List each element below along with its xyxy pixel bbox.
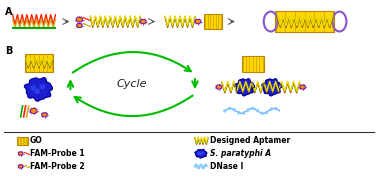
Text: DNase I: DNase I: [210, 162, 243, 171]
Circle shape: [275, 108, 277, 110]
Circle shape: [266, 111, 268, 113]
Ellipse shape: [42, 113, 47, 117]
Circle shape: [233, 109, 235, 111]
Circle shape: [202, 167, 204, 169]
Circle shape: [270, 108, 273, 110]
Circle shape: [247, 109, 249, 111]
Ellipse shape: [216, 85, 222, 89]
Circle shape: [198, 152, 200, 154]
Circle shape: [195, 164, 197, 166]
FancyBboxPatch shape: [25, 54, 53, 72]
Circle shape: [198, 167, 200, 169]
Circle shape: [242, 112, 245, 114]
Circle shape: [31, 86, 36, 90]
Text: Cycle: Cycle: [117, 79, 147, 89]
Circle shape: [246, 84, 249, 87]
Circle shape: [200, 153, 201, 155]
Ellipse shape: [30, 108, 37, 113]
Circle shape: [194, 166, 196, 167]
Ellipse shape: [195, 19, 201, 24]
Text: Designed Aptamer: Designed Aptamer: [210, 136, 290, 145]
Text: FAM-Probe 2: FAM-Probe 2: [29, 162, 84, 171]
Text: GO: GO: [29, 136, 42, 145]
FancyBboxPatch shape: [204, 14, 222, 29]
Ellipse shape: [19, 152, 23, 155]
Polygon shape: [25, 78, 53, 101]
Polygon shape: [195, 149, 207, 158]
Circle shape: [256, 109, 259, 112]
Ellipse shape: [300, 85, 305, 89]
Circle shape: [201, 166, 203, 167]
Text: S. paratyphi A: S. paratyphi A: [210, 149, 271, 158]
Circle shape: [224, 110, 226, 112]
Circle shape: [228, 107, 231, 109]
Circle shape: [203, 167, 205, 168]
Circle shape: [200, 164, 202, 166]
Text: A: A: [5, 7, 12, 17]
Circle shape: [204, 165, 206, 166]
Circle shape: [238, 112, 240, 114]
Ellipse shape: [19, 165, 23, 168]
Circle shape: [199, 165, 201, 167]
Circle shape: [240, 85, 243, 88]
Ellipse shape: [76, 17, 82, 22]
Circle shape: [205, 164, 207, 166]
Text: B: B: [5, 46, 12, 56]
FancyBboxPatch shape: [17, 137, 28, 145]
Circle shape: [273, 84, 276, 87]
Circle shape: [261, 112, 263, 114]
Circle shape: [197, 167, 199, 168]
Polygon shape: [235, 79, 254, 96]
Circle shape: [40, 85, 45, 89]
Circle shape: [266, 85, 270, 88]
Circle shape: [202, 152, 203, 154]
Circle shape: [242, 87, 245, 90]
Text: FAM-Probe 1: FAM-Probe 1: [29, 149, 84, 158]
Circle shape: [196, 165, 198, 167]
FancyBboxPatch shape: [242, 56, 264, 72]
Circle shape: [35, 89, 39, 93]
Ellipse shape: [140, 19, 146, 24]
Circle shape: [252, 107, 254, 109]
Ellipse shape: [77, 23, 82, 28]
FancyBboxPatch shape: [275, 11, 335, 33]
Polygon shape: [262, 79, 281, 96]
Circle shape: [270, 87, 272, 90]
